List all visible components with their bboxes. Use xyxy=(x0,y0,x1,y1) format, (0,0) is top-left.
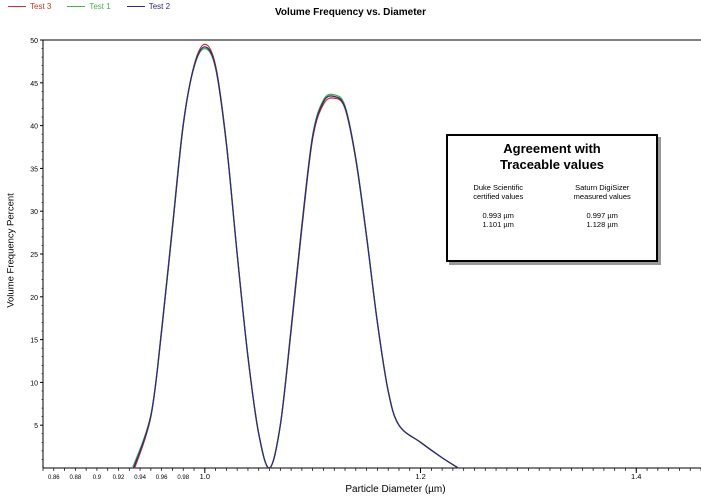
legend-label: Test 3 xyxy=(30,2,52,11)
legend-swatch xyxy=(126,6,145,7)
y-tick-label: 25 xyxy=(30,252,38,259)
legend-label: Test 1 xyxy=(89,2,111,11)
legend-item-test1: Test 1 xyxy=(67,2,111,11)
x-tick-label: 1.0 xyxy=(200,472,210,481)
col-heading: Duke Scientific xyxy=(473,183,524,192)
y-tick-label: 40 xyxy=(30,124,38,131)
y-tick-label: 50 xyxy=(30,38,38,45)
x-tick-label: 0.92 xyxy=(113,475,125,481)
y-tick-label: 35 xyxy=(30,166,38,173)
series-line-test-3 xyxy=(134,43,459,469)
col-value: 0.997 µm xyxy=(586,211,618,220)
x-tick-label: 0.88 xyxy=(70,475,82,481)
y-tick-label: 45 xyxy=(30,81,38,88)
infobox-title: Agreement with Traceable values xyxy=(448,141,656,173)
x-tick-label: 0.94 xyxy=(134,475,146,481)
x-axis-label: Particle Diameter (µm) xyxy=(345,484,446,495)
x-tick-label: 1.4 xyxy=(631,472,641,481)
y-tick-label: 30 xyxy=(30,209,38,216)
col-heading: certified values xyxy=(473,192,524,201)
x-tick-label: 0.9 xyxy=(93,475,102,481)
y-tick-label: 10 xyxy=(30,380,38,387)
col-value: 1.128 µm xyxy=(586,220,618,229)
infobox-columns: Duke Scientific certified values 0.993 µ… xyxy=(448,183,656,229)
series-line-test-1 xyxy=(131,47,459,469)
series-line-test-2 xyxy=(132,46,459,469)
legend: Test 3 Test 1 Test 2 xyxy=(8,2,170,11)
col-value: 0.993 µm xyxy=(482,211,514,220)
y-tick-label: 5 xyxy=(34,423,38,430)
col-heading: measured values xyxy=(573,192,631,201)
infobox-col-certified: Duke Scientific certified values 0.993 µ… xyxy=(473,183,523,229)
legend-item-test2: Test 2 xyxy=(126,2,171,11)
y-tick-label: 20 xyxy=(30,295,38,302)
y-axis-label: Volume Frequency Percent xyxy=(5,193,17,308)
legend-swatch xyxy=(67,6,86,7)
x-tick-label: 1.2 xyxy=(415,472,425,481)
legend-swatch xyxy=(8,6,26,7)
infobox-title-line1: Agreement with xyxy=(503,141,601,156)
x-tick-label: 0.86 xyxy=(48,475,60,481)
legend-label: Test 2 xyxy=(148,2,171,11)
chart-title: Volume Frequency vs. Diameter xyxy=(275,7,426,18)
infobox-col-measured: Saturn DigiSizer measured values 0.997 µ… xyxy=(574,183,631,229)
legend-item-test3: Test 3 xyxy=(8,2,51,11)
col-heading: Saturn DigiSizer xyxy=(575,183,630,192)
y-tick-label: 15 xyxy=(30,338,38,345)
x-tick-label: 0.96 xyxy=(156,475,168,481)
agreement-infobox: Agreement with Traceable values Duke Sci… xyxy=(446,134,658,262)
col-value: 1.101 µm xyxy=(482,220,514,229)
x-tick-label: 0.98 xyxy=(177,475,189,481)
infobox-title-line2: Traceable values xyxy=(499,157,605,172)
